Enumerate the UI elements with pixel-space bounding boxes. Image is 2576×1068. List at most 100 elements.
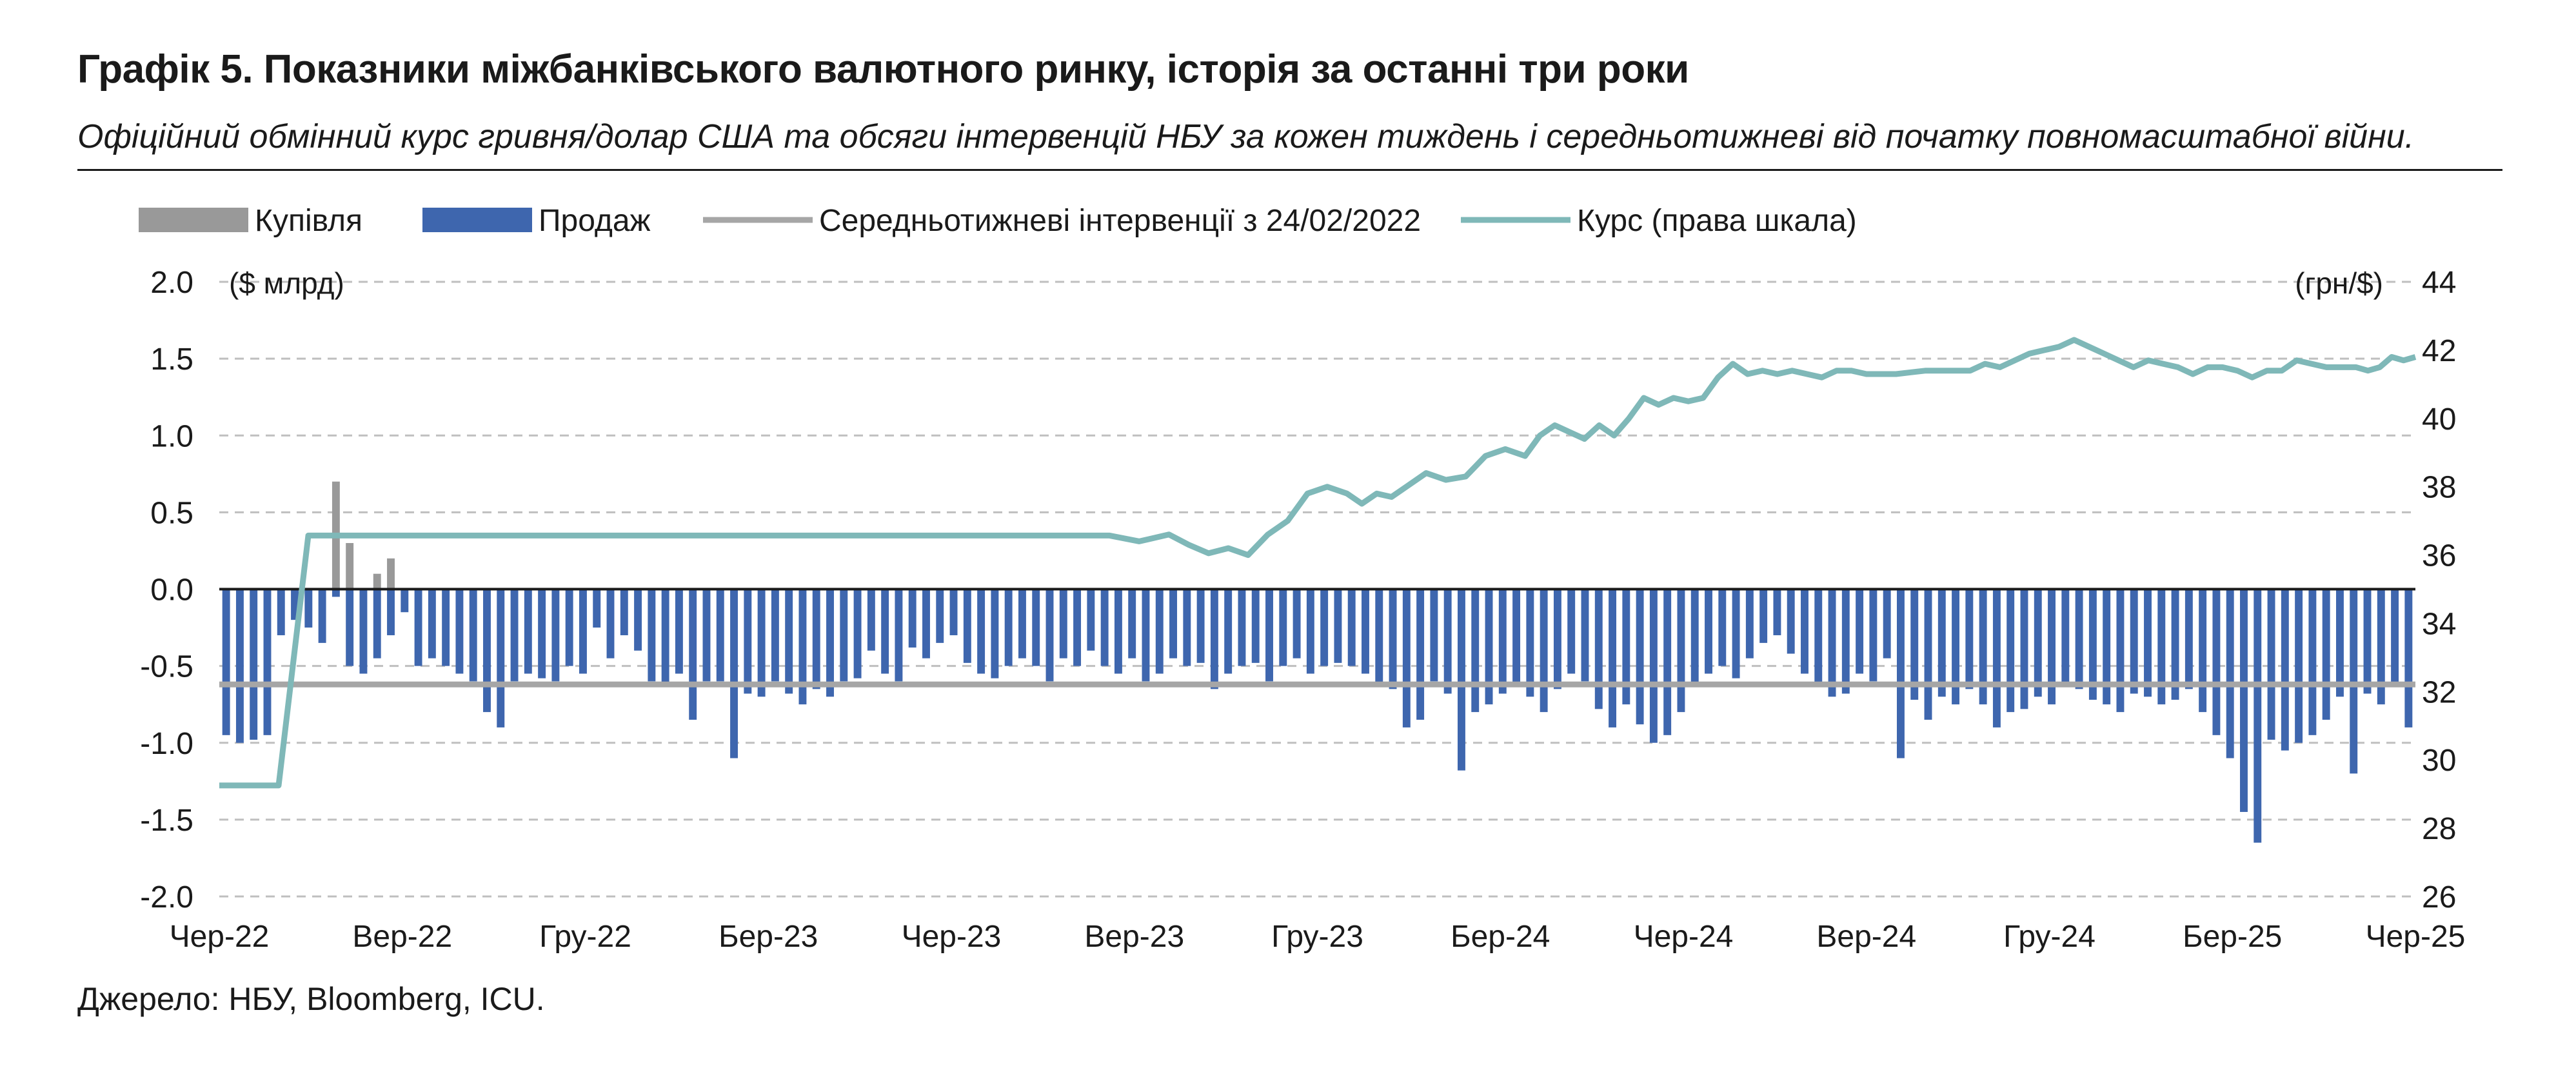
- y-tick-label: 1.5: [150, 342, 193, 377]
- sell-bar: [702, 589, 711, 682]
- sell-bar: [373, 589, 381, 658]
- sell-bar: [1334, 589, 1342, 663]
- sell-bar: [1896, 589, 1905, 758]
- sell-bar: [1965, 589, 1974, 689]
- sell-bar: [1636, 589, 1644, 725]
- sell-bar: [1183, 589, 1191, 666]
- sell-bar: [1773, 589, 1781, 635]
- sell-bar: [1238, 589, 1246, 666]
- sell-bar: [2295, 589, 2303, 743]
- sell-bar: [2254, 589, 2262, 843]
- sell-bar: [2391, 589, 2399, 685]
- sell-bar: [497, 589, 505, 727]
- sell-bar: [579, 589, 587, 674]
- legend-swatch-bar: [139, 208, 248, 232]
- sell-bar: [1979, 589, 1987, 705]
- y-tick-label: -1.5: [140, 804, 193, 838]
- sell-bar: [1402, 589, 1411, 727]
- legend-swatch-bar: [422, 208, 532, 232]
- sell-bar: [1512, 589, 1521, 685]
- sell-bar: [798, 589, 807, 705]
- sell-bar: [1306, 589, 1314, 674]
- y2-tick-label: 32: [2422, 675, 2456, 709]
- sell-bar: [1087, 589, 1095, 651]
- sell-bar: [1705, 589, 1712, 674]
- sell-bar: [1952, 589, 1960, 705]
- y2-tick-label: 42: [2422, 334, 2456, 368]
- sell-bar: [1018, 589, 1026, 658]
- sell-bar: [2103, 589, 2111, 705]
- sell-bar: [1128, 589, 1136, 658]
- sell-bar: [1856, 589, 1864, 674]
- y2-tick-label: 30: [2422, 744, 2456, 778]
- sell-bar: [1841, 589, 1850, 694]
- sell-bar: [1293, 589, 1301, 658]
- buy-bar: [373, 573, 381, 589]
- sell-bar: [2335, 589, 2344, 697]
- sell-bar: [1553, 589, 1561, 689]
- sell-bar: [977, 589, 986, 674]
- sell-bar: [634, 589, 642, 651]
- sell-bar: [1690, 589, 1699, 685]
- sell-bar: [757, 589, 766, 697]
- sell-bar: [744, 589, 752, 694]
- sell-bar: [277, 589, 285, 635]
- sell-bar: [222, 589, 230, 735]
- x-tick-label: Чер-25: [2366, 920, 2466, 954]
- x-tick-label: Вер-24: [1816, 920, 1916, 954]
- sell-bar: [1745, 589, 1754, 658]
- sell-bar: [1004, 589, 1013, 666]
- sell-bar: [1224, 589, 1233, 674]
- sell-bar: [1320, 589, 1329, 666]
- sell-bar: [675, 589, 683, 674]
- sell-bar: [2350, 589, 2358, 774]
- y2-tick-label: 26: [2422, 880, 2456, 915]
- right-axis-unit: (грн/$): [2295, 266, 2383, 300]
- sell-bar: [1526, 589, 1534, 697]
- sell-bar: [1883, 589, 1891, 658]
- sell-bar: [881, 589, 889, 674]
- sell-bar: [661, 589, 669, 685]
- sell-bar: [1073, 589, 1082, 666]
- sell-bar: [840, 589, 848, 682]
- sell-bar: [606, 589, 615, 658]
- sell-bar: [730, 589, 738, 758]
- sell-bar: [2048, 589, 2056, 705]
- y2-tick-label: 44: [2422, 266, 2456, 300]
- sell-bar: [2404, 589, 2413, 727]
- exchange-rate-line: [219, 337, 2417, 789]
- sell-bar: [716, 589, 724, 682]
- x-tick-label: Вер-22: [352, 920, 452, 954]
- sell-bar: [826, 589, 834, 697]
- sell-bar: [1210, 589, 1218, 689]
- sell-bar: [2185, 589, 2193, 689]
- sell-bar: [565, 589, 573, 666]
- sell-bar: [1265, 589, 1273, 682]
- sell-bar: [359, 589, 368, 674]
- sell-bar: [1869, 589, 1878, 682]
- sell-bar: [1155, 589, 1164, 674]
- sell-bar: [387, 589, 395, 635]
- y2-tick-label: 36: [2422, 539, 2456, 573]
- y-tick-label: -0.5: [140, 650, 193, 684]
- sell-bar: [2322, 589, 2330, 720]
- sell-bar: [689, 589, 697, 720]
- source-note: Джерело: НБУ, Bloomberg, ICU.: [77, 981, 545, 1017]
- sell-bar: [2034, 589, 2042, 697]
- sell-bar: [922, 589, 930, 658]
- sell-bar: [538, 589, 546, 678]
- x-tick-label: Гру-22: [539, 920, 631, 954]
- sell-bar: [1347, 589, 1356, 666]
- sell-bar: [346, 589, 354, 666]
- sell-bar: [1416, 589, 1425, 720]
- sell-bar: [524, 589, 532, 674]
- sell-bar: [1032, 589, 1040, 666]
- x-tick-label: Чер-24: [1634, 920, 1734, 954]
- sell-bar: [1787, 589, 1795, 654]
- y2-tick-label: 28: [2422, 812, 2456, 846]
- y-tick-label: 0.0: [150, 573, 193, 608]
- x-tick-label: Гру-24: [2003, 920, 2095, 954]
- sell-bar: [2144, 589, 2152, 697]
